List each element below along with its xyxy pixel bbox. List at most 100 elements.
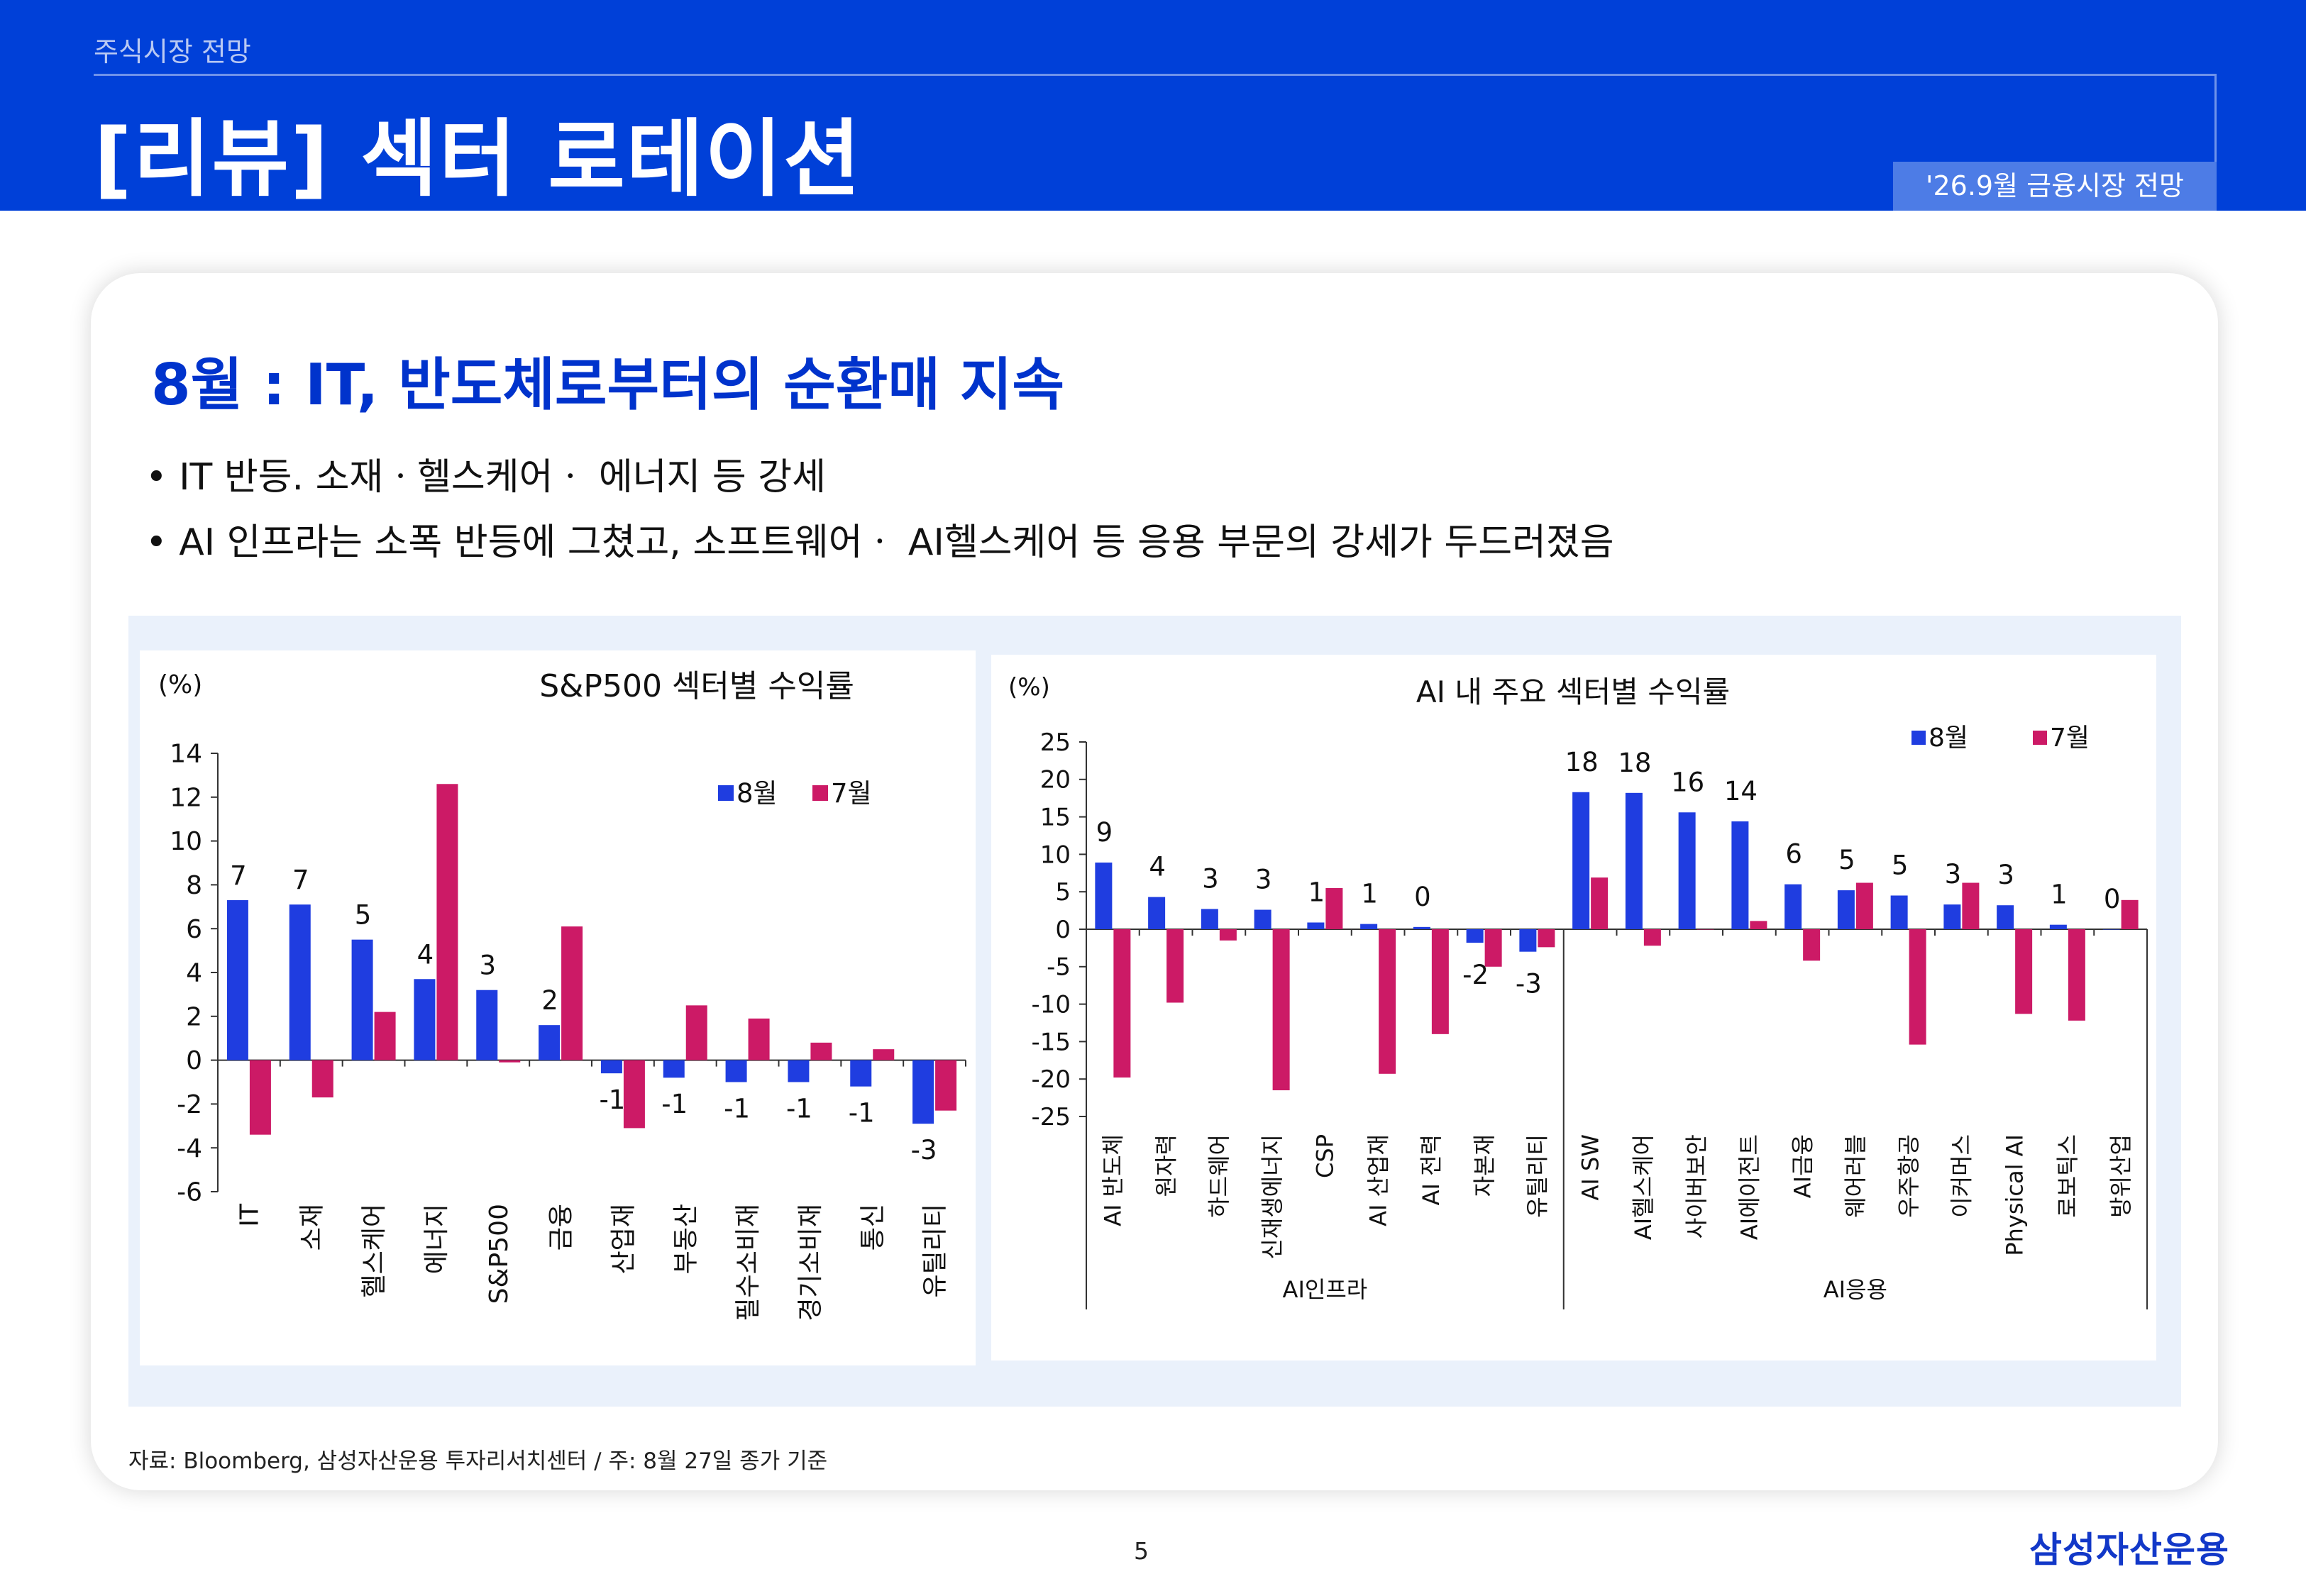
sp500-bar-jul (436, 784, 458, 1060)
ai-category-label: AI에이전트 (1736, 1134, 1763, 1240)
headline: 8월 : IT, 반도체로부터의 순환매 지속 (151, 352, 1065, 418)
ai-bar-aug (1360, 924, 1378, 929)
sp500-bar-aug (414, 979, 436, 1060)
ai-bar-aug (1731, 821, 1749, 929)
ai-data-label: 3 (1945, 859, 1962, 890)
ai-bar-aug (1307, 922, 1325, 929)
chart-box-sp500: S&P500 섹터별 수익률 (%) 14 12 10 8 6 4 2 0 -2 -4 -6 7 IT 7 소재… (140, 650, 976, 1365)
sp500-data-label: 5 (355, 900, 372, 931)
sp500-bar-aug (289, 904, 311, 1060)
ai-y-tick-label: 20 (1040, 766, 1071, 794)
ai-category-label: 사이버보안 (1683, 1134, 1710, 1238)
sp500-category-label: 헬스케어 (360, 1204, 389, 1297)
ai-bar-aug (1095, 863, 1113, 929)
ai-bar-aug (1201, 909, 1218, 929)
company-logo: 삼성자산운용 (2029, 1529, 2229, 1570)
ai-y-tick-label: -5 (1047, 953, 1071, 982)
ai-y-tick-label: 25 (1040, 728, 1071, 757)
header-rule-vertical (2214, 74, 2217, 166)
sp500-bar-aug (912, 1060, 934, 1124)
sp500-unit-label: (%) (158, 670, 202, 699)
sp500-data-label: -1 (661, 1089, 688, 1119)
ai-data-label: 3 (1255, 865, 1272, 895)
sp500-y-tick-label: 4 (186, 959, 202, 988)
ai-bar-jul (1538, 929, 1555, 948)
ai-bar-aug (1784, 884, 1802, 929)
ai-data-label: 3 (1997, 860, 2014, 890)
ai-category-label: AI금융 (1789, 1134, 1816, 1198)
ai-bar-aug (1625, 792, 1643, 929)
bullet-1: • IT 반등. 소재ㆍ헬스케어ㆍ 에너지 등 강세 (145, 456, 826, 499)
sp500-y-tick-label: 14 (170, 740, 202, 769)
ai-y-tick-label: 15 (1040, 804, 1071, 832)
sp500-bar-jul (810, 1042, 832, 1060)
sp500-y-tick-label: 10 (170, 827, 202, 856)
sp500-category-label: 필수소비재 (734, 1204, 763, 1321)
ai-category-label: AI 산업재 (1364, 1134, 1391, 1226)
sp500-bar-jul (748, 1018, 770, 1060)
sp500-category-label: IT (236, 1203, 265, 1227)
sp500-bar-jul (561, 926, 583, 1060)
ai-category-label: 자본재 (1471, 1134, 1498, 1197)
sp500-category-label: 산업재 (609, 1204, 639, 1274)
ai-data-label: 6 (1785, 839, 1802, 870)
ai-data-label: 14 (1724, 776, 1758, 807)
sp500-bar-aug (850, 1060, 872, 1087)
sp500-data-label: -1 (724, 1093, 750, 1124)
sp500-bar-aug (663, 1060, 685, 1078)
ai-category-label: 원자력 (1152, 1134, 1179, 1197)
ai-group-label: AI인프라 (1283, 1276, 1368, 1303)
ai-legend-swatch-aug (1911, 731, 1926, 745)
sp500-data-label: -1 (599, 1085, 625, 1115)
sp500-category-label: 에너지 (422, 1204, 451, 1274)
ai-bar-jul (1909, 929, 1926, 1045)
ai-bar-aug (1943, 904, 1961, 929)
sp500-bar-aug (226, 900, 248, 1060)
ai-bar-jul (1855, 882, 1873, 929)
ai-category-label: Physical AI (2001, 1134, 2028, 1256)
ai-data-label: 1 (2051, 880, 2068, 910)
source-note: 자료: Bloomberg, 삼성자산운용 투자리서치센터 / 주: 8월 27… (128, 1448, 828, 1474)
ai-category-label: 방위산업 (2107, 1134, 2134, 1218)
ai-data-label: 3 (1202, 863, 1219, 894)
ai-data-label: 16 (1671, 767, 1704, 797)
ai-bar-jul (2121, 899, 2139, 929)
sp500-y-tick-label: 0 (186, 1046, 202, 1075)
ai-category-label: AI헬스케어 (1630, 1134, 1657, 1240)
sp500-bar-aug (788, 1060, 810, 1082)
sp500-bar-jul (685, 1005, 707, 1060)
ai-legend-label-aug: 8월 (1929, 724, 1968, 753)
report-tag: '26.9월 금융시장 전망 (1893, 162, 2217, 211)
ai-data-label: 0 (1414, 882, 1431, 912)
sp500-bar-jul (249, 1060, 271, 1135)
sp500-data-label: -1 (849, 1097, 875, 1128)
sp500-data-label: -1 (786, 1093, 812, 1124)
ai-data-label: 1 (1361, 879, 1378, 909)
sp500-y-tick-label: -2 (177, 1090, 202, 1119)
ai-bar-jul (1113, 929, 1131, 1078)
sp500-bar-jul (499, 1060, 521, 1063)
header-rule (94, 74, 2217, 76)
ai-category-label: 유틸리티 (1524, 1134, 1551, 1218)
sp500-bar-aug (351, 939, 373, 1060)
ai-bar-jul (1272, 929, 1290, 1091)
sp500-data-label: -3 (911, 1135, 937, 1165)
ai-bar-aug (1890, 895, 1908, 929)
ai-data-label: -2 (1462, 960, 1489, 990)
ai-bar-jul (1166, 929, 1184, 1003)
ai-data-label: -3 (1516, 968, 1542, 999)
ai-bar-jul (1219, 929, 1237, 941)
ai-bar-jul (1962, 882, 1980, 929)
sp500-data-label: 4 (417, 939, 434, 970)
sp500-data-label: 2 (541, 985, 558, 1016)
ai-category-label: 이커머스 (1948, 1134, 1975, 1218)
page-number: 5 (1134, 1537, 1149, 1565)
ai-bar-jul (1803, 929, 1821, 961)
ai-y-tick-label: 0 (1055, 916, 1071, 944)
ai-data-label: 5 (1838, 845, 1855, 875)
sp500-y-tick-label: -4 (177, 1134, 202, 1163)
ai-category-label: AI SW (1577, 1134, 1604, 1200)
ai-bar-aug (1148, 897, 1166, 929)
ai-title: AI 내 주요 섹터별 수익률 (1416, 675, 1730, 709)
sp500-y-tick-label: 6 (186, 915, 202, 944)
